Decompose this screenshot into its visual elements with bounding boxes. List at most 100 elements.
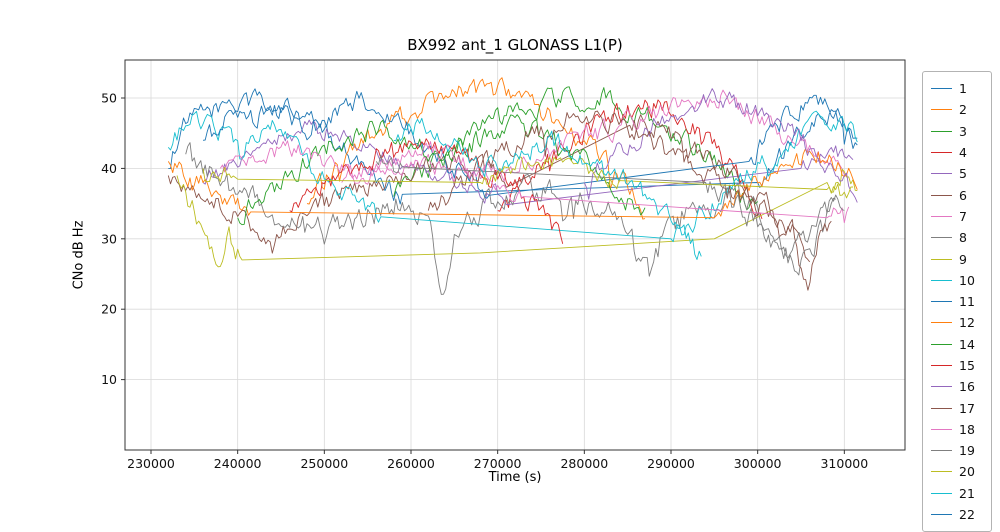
legend-item-6: 6 xyxy=(931,184,985,205)
series-line-8 xyxy=(185,142,836,295)
legend-label: 3 xyxy=(959,123,967,139)
series-line-1 xyxy=(168,97,858,205)
legend-item-21: 21 xyxy=(931,483,985,504)
legend-line-swatch xyxy=(931,215,952,217)
legend-label: 7 xyxy=(959,208,967,224)
series-line-7 xyxy=(341,89,845,186)
legend-line-swatch xyxy=(931,109,952,111)
series-line-16 xyxy=(583,88,858,203)
legend-line-swatch xyxy=(931,365,952,366)
series-line-12 xyxy=(167,148,858,219)
legend-label: 20 xyxy=(959,464,975,480)
legend-item-3: 3 xyxy=(931,121,985,142)
legend-item-9: 9 xyxy=(931,248,985,269)
legend-label: 11 xyxy=(959,294,975,310)
legend-label: 17 xyxy=(959,400,975,416)
y-tick-label: 50 xyxy=(101,91,117,106)
legend-line-swatch xyxy=(931,514,952,516)
legend-item-12: 12 xyxy=(931,312,985,333)
legend-line-swatch xyxy=(931,279,952,281)
x-tick-label: 260000 xyxy=(387,456,435,471)
legend-line-swatch xyxy=(931,471,952,473)
plot-title: BX992 ant_1 GLONASS L1(P) xyxy=(407,36,623,54)
legend-label: 9 xyxy=(959,251,967,267)
legend-line-swatch xyxy=(931,407,952,409)
legend-item-1: 1 xyxy=(931,78,985,99)
x-tick-label: 310000 xyxy=(820,456,868,471)
legend-label: 12 xyxy=(959,315,975,331)
legend-item-5: 5 xyxy=(931,163,985,184)
legend-item-19: 19 xyxy=(931,440,985,461)
legend-label: 14 xyxy=(959,336,975,352)
axes-spines xyxy=(124,59,906,451)
series-lines xyxy=(167,77,858,295)
legend-line-swatch xyxy=(931,237,952,239)
legend-item-7: 7 xyxy=(931,206,985,227)
series-line-17 xyxy=(427,110,832,291)
x-tick-label: 300000 xyxy=(734,456,782,471)
legend-line-swatch xyxy=(931,194,952,196)
x-tick-label: 240000 xyxy=(214,456,262,471)
y-axis-label: CNo dB Hz xyxy=(71,220,87,290)
legend-item-4: 4 xyxy=(931,142,985,163)
legend-label: 16 xyxy=(959,379,975,395)
legend-item-11: 11 xyxy=(931,291,985,312)
series-line-9 xyxy=(176,168,858,268)
series-line-21 xyxy=(393,117,702,260)
legend-line-swatch xyxy=(931,492,952,494)
tick-labels: 230000 240000 250000 260000 270000 280000 2900… xyxy=(101,91,868,471)
legend-label: 1 xyxy=(959,81,967,97)
legend-item-18: 18 xyxy=(931,419,985,440)
chart-canvas: 230000 240000 250000 260000 270000 280000 2900… xyxy=(101,59,906,471)
series-line-20 xyxy=(202,156,854,199)
legend-label: 18 xyxy=(959,421,975,437)
legend-item-8: 8 xyxy=(931,227,985,248)
x-tick-label: 290000 xyxy=(647,456,695,471)
series-line-18 xyxy=(219,140,850,224)
legend-line-swatch xyxy=(931,450,952,452)
figure: { "chart_data": { "type": "line", "title… xyxy=(71,36,992,532)
x-tick-label: 280000 xyxy=(560,456,608,471)
legend: 1 2 3 4 5 6 7 8 9 10 11 12 14 15 16 17 18 19 20 21 22 xyxy=(922,71,992,532)
legend-line-swatch xyxy=(931,301,952,303)
legend-label: 10 xyxy=(959,272,975,288)
legend-line-swatch xyxy=(931,173,952,175)
legend-item-14: 14 xyxy=(931,334,985,355)
series-line-14 xyxy=(237,114,646,226)
legend-label: 8 xyxy=(959,230,967,246)
legend-item-2: 2 xyxy=(931,99,985,120)
series-line-5 xyxy=(202,119,854,206)
series-line-11 xyxy=(202,88,858,199)
legend-line-swatch xyxy=(931,322,952,324)
series-line-3 xyxy=(393,86,759,211)
x-tick-label: 270000 xyxy=(474,456,522,471)
legend-line-swatch xyxy=(931,343,952,345)
x-tick-label: 250000 xyxy=(300,456,348,471)
legend-item-20: 20 xyxy=(931,461,985,482)
legend-label: 15 xyxy=(959,358,975,373)
y-tick-label: 20 xyxy=(101,302,117,317)
series-line-19 xyxy=(375,154,845,259)
x-tick-label: 230000 xyxy=(127,456,175,471)
legend-label: 21 xyxy=(959,485,975,501)
series-line-2 xyxy=(306,77,646,220)
legend-label: 22 xyxy=(959,507,975,523)
legend-item-22: 22 xyxy=(931,504,985,525)
legend-label: 4 xyxy=(959,145,967,161)
legend-label: 2 xyxy=(959,102,967,118)
legend-item-10: 10 xyxy=(931,270,985,291)
legend-line-swatch xyxy=(931,428,952,430)
legend-item-17: 17 xyxy=(931,397,985,418)
legend-line-swatch xyxy=(931,152,952,154)
legend-line-swatch xyxy=(931,258,952,260)
legend-line-swatch xyxy=(931,88,952,90)
y-tick-label: 10 xyxy=(101,372,117,387)
legend-line-swatch xyxy=(931,386,952,388)
legend-label: 19 xyxy=(959,443,975,459)
legend-line-swatch xyxy=(931,130,952,132)
plot-figure: BX992 ant_1 GLONASS L1(P) CNo dB Hz Time… xyxy=(71,36,992,532)
y-tick-label: 40 xyxy=(101,161,117,176)
x-axis-label: Time (s) xyxy=(488,470,542,485)
series-line-10 xyxy=(167,110,858,243)
legend-item-15: 15 xyxy=(931,355,985,376)
